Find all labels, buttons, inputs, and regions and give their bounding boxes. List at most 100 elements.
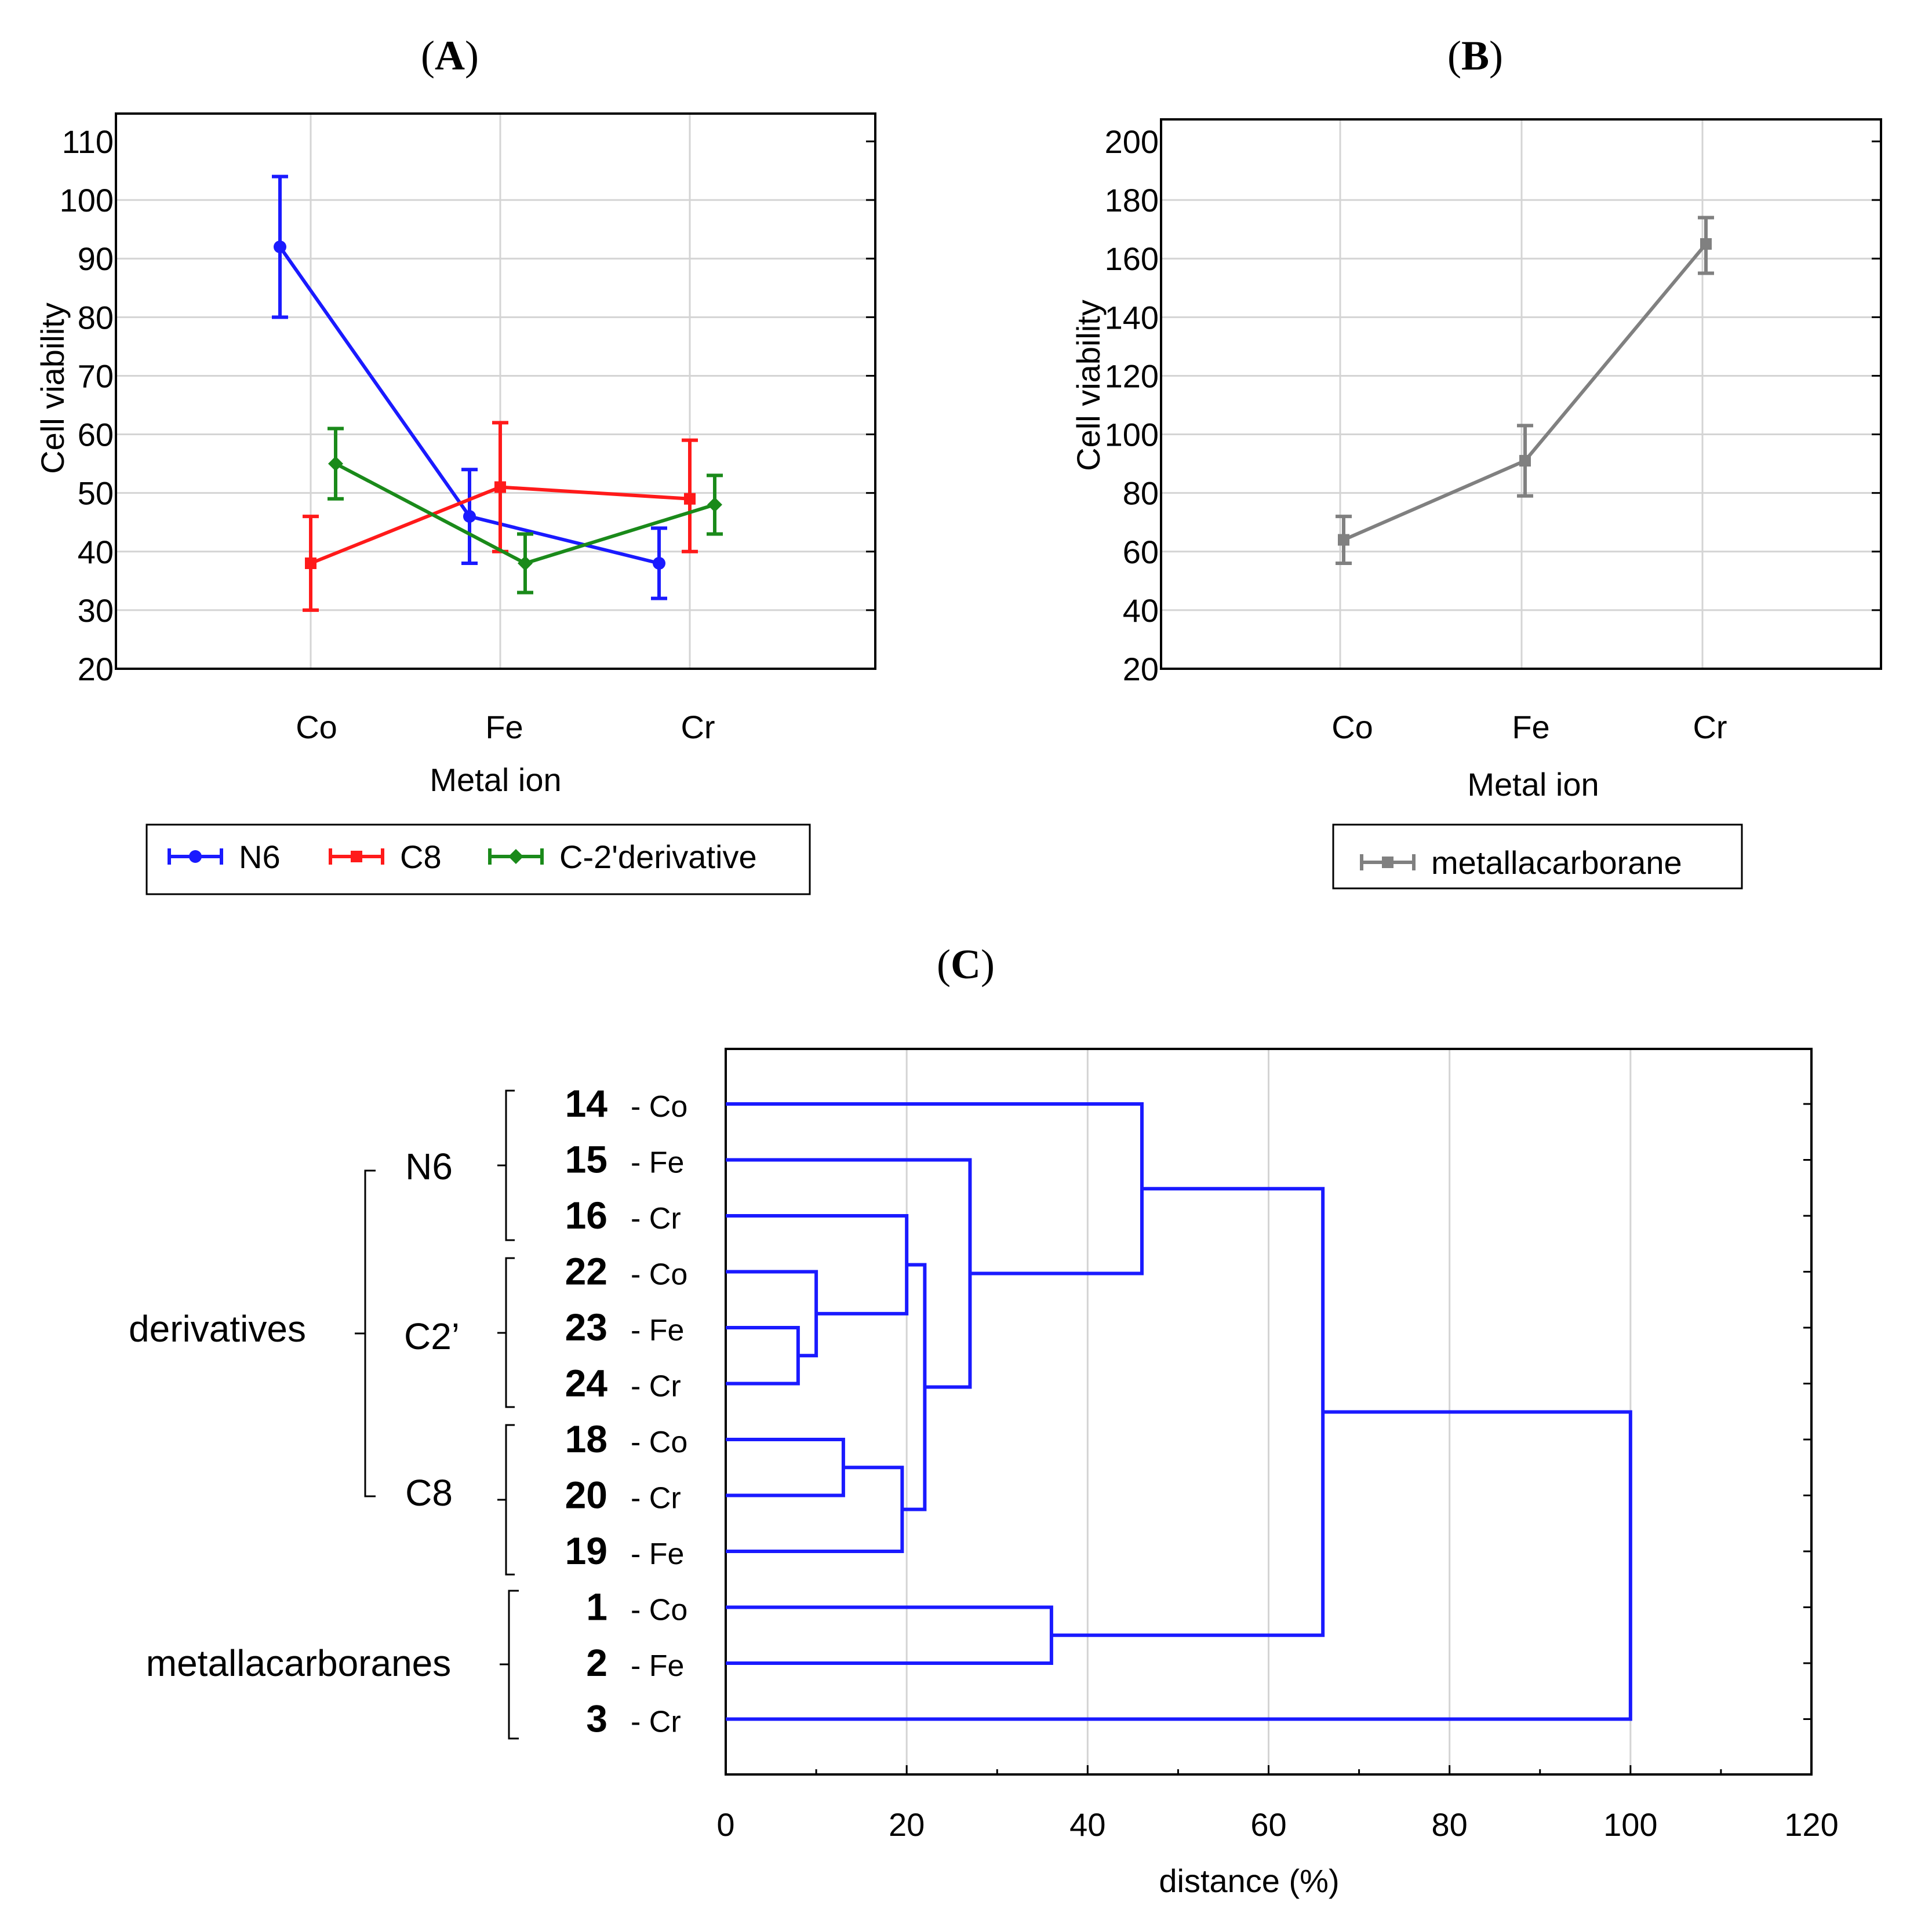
leaf-number: 18 [565, 1417, 607, 1460]
dendrogram-link [726, 1158, 972, 1389]
y-tick-label: 100 [1105, 417, 1159, 453]
panel-c-links [726, 1102, 1632, 1721]
legend-item: N6 [168, 839, 281, 875]
data-point [653, 557, 665, 570]
x-tick-label: Co [1331, 709, 1373, 745]
leaf-ion: - Fe [631, 1314, 684, 1347]
bracket-c2 [497, 1257, 515, 1408]
data-point [305, 557, 316, 569]
panel-c-letter: C [951, 941, 981, 987]
legend-marker [189, 850, 202, 863]
bracket-n6 [497, 1089, 515, 1241]
y-tick-label: 50 [78, 475, 114, 512]
y-tick-label: 40 [1123, 592, 1159, 629]
y-tick-label: 120 [1105, 358, 1159, 394]
x-tick-label: Fe [1512, 709, 1549, 745]
y-tick-label: 20 [1123, 651, 1159, 687]
y-tick-label: 80 [78, 299, 114, 336]
x-tick-label: 40 [1069, 1806, 1105, 1843]
panel-a-legend-box [145, 823, 811, 895]
y-tick-label: 200 [1105, 123, 1159, 160]
data-point [518, 556, 533, 571]
data-point [1700, 238, 1712, 250]
leaf-label: 23 - Fe [565, 1306, 685, 1349]
leaf-ion: - Cr [631, 1482, 681, 1515]
leaf-label: 1 - Co [586, 1586, 687, 1628]
bracket-derivatives [355, 1169, 376, 1497]
panel-a-title: (A) [421, 32, 479, 79]
data-point [707, 497, 722, 512]
dendrogram-link [726, 1605, 1053, 1665]
dendrogram-link [726, 1438, 845, 1497]
legend-marker [1382, 857, 1393, 868]
leaf-ion: - Cr [631, 1202, 681, 1236]
panel-a-x-axis-label: Metal ion [430, 761, 561, 798]
panel-c-group-brackets: N6 C2’ C8 derivatives metallacarboranes [129, 1089, 519, 1740]
leaf-ion: - Co [631, 1594, 687, 1627]
data-point [328, 456, 343, 472]
panel-b-grid [1161, 119, 1881, 669]
x-tick-label: Co [296, 709, 337, 745]
group-label-n6: N6 [405, 1146, 453, 1187]
series-C-2'derivative [328, 427, 723, 595]
group-label-derivatives: derivatives [129, 1308, 306, 1350]
panel-b-legend: metallacarborane [1332, 823, 1743, 890]
leaf-ion: - Fe [631, 1649, 684, 1683]
legend-label: C-2'derivative [559, 839, 757, 875]
y-tick-label: 30 [78, 592, 114, 629]
panel-c-leaf-ticks [1803, 1103, 1811, 1720]
leaf-ion: - Cr [631, 1370, 681, 1404]
series-metallacarborane [1336, 216, 1714, 565]
x-tick-label: Cr [681, 709, 715, 745]
group-label-metallacarboranes: metallacarboranes [146, 1642, 452, 1684]
data-point [463, 510, 476, 523]
panel-c-title: (C) [937, 941, 995, 987]
data-point [494, 481, 506, 493]
dendrogram-link [726, 1466, 904, 1553]
dendrogram-link [726, 1326, 800, 1386]
leaf-ion: - Co [631, 1090, 687, 1124]
leaf-label: 19 - Fe [565, 1529, 685, 1572]
panel-a-plot-frame [115, 112, 876, 670]
leaf-ion: - Cr [631, 1705, 681, 1739]
panel-a-letter: A [435, 32, 465, 79]
leaf-number: 1 [586, 1586, 607, 1628]
leaf-ion: - Co [631, 1426, 687, 1459]
leaf-label: 16 - Cr [565, 1194, 681, 1237]
x-tick-label: Fe [485, 709, 523, 745]
y-tick-label: 60 [1123, 534, 1159, 570]
panel-b-plot-frame [1160, 118, 1882, 670]
panel-a-grid [116, 114, 875, 669]
dendrogram-link [1051, 1187, 1325, 1637]
leaf-number: 3 [586, 1697, 607, 1740]
legend-label: C8 [400, 839, 442, 875]
panel-b-title: (B) [1447, 32, 1503, 79]
y-tick-label: 90 [78, 240, 114, 277]
panel-b-letter: B [1461, 32, 1489, 79]
data-point [1338, 534, 1349, 546]
leaf-number: 22 [565, 1250, 607, 1293]
legend-item: C8 [329, 839, 442, 875]
x-tick-label: 60 [1250, 1806, 1286, 1843]
panel-b-x-ticks: Co Fe Cr [1331, 709, 1727, 745]
dendrogram-link [902, 1263, 927, 1511]
leaf-number: 14 [565, 1082, 608, 1125]
y-tick-label: 180 [1105, 182, 1159, 218]
leaf-number: 2 [586, 1641, 607, 1684]
x-tick-label: 20 [889, 1806, 925, 1843]
leaf-number: 19 [565, 1529, 607, 1572]
legend-marker [508, 849, 523, 864]
dendrogram-link [726, 1270, 818, 1358]
data-point [684, 493, 696, 505]
leaf-number: 23 [565, 1306, 607, 1349]
legend-label: metallacarborane [1431, 844, 1682, 881]
panel-a-y-axis-label: Cell viability [34, 303, 71, 474]
leaf-label: 3 - Cr [586, 1697, 681, 1740]
panel-a-chart: 110 100 90 80 70 60 50 40 30 20 Co Fe Cr Cell viabi… [34, 112, 876, 895]
legend-label: N6 [239, 839, 281, 875]
group-label-c8: C8 [405, 1472, 453, 1514]
y-tick-label: 100 [60, 182, 114, 218]
leaf-number: 24 [565, 1362, 608, 1405]
